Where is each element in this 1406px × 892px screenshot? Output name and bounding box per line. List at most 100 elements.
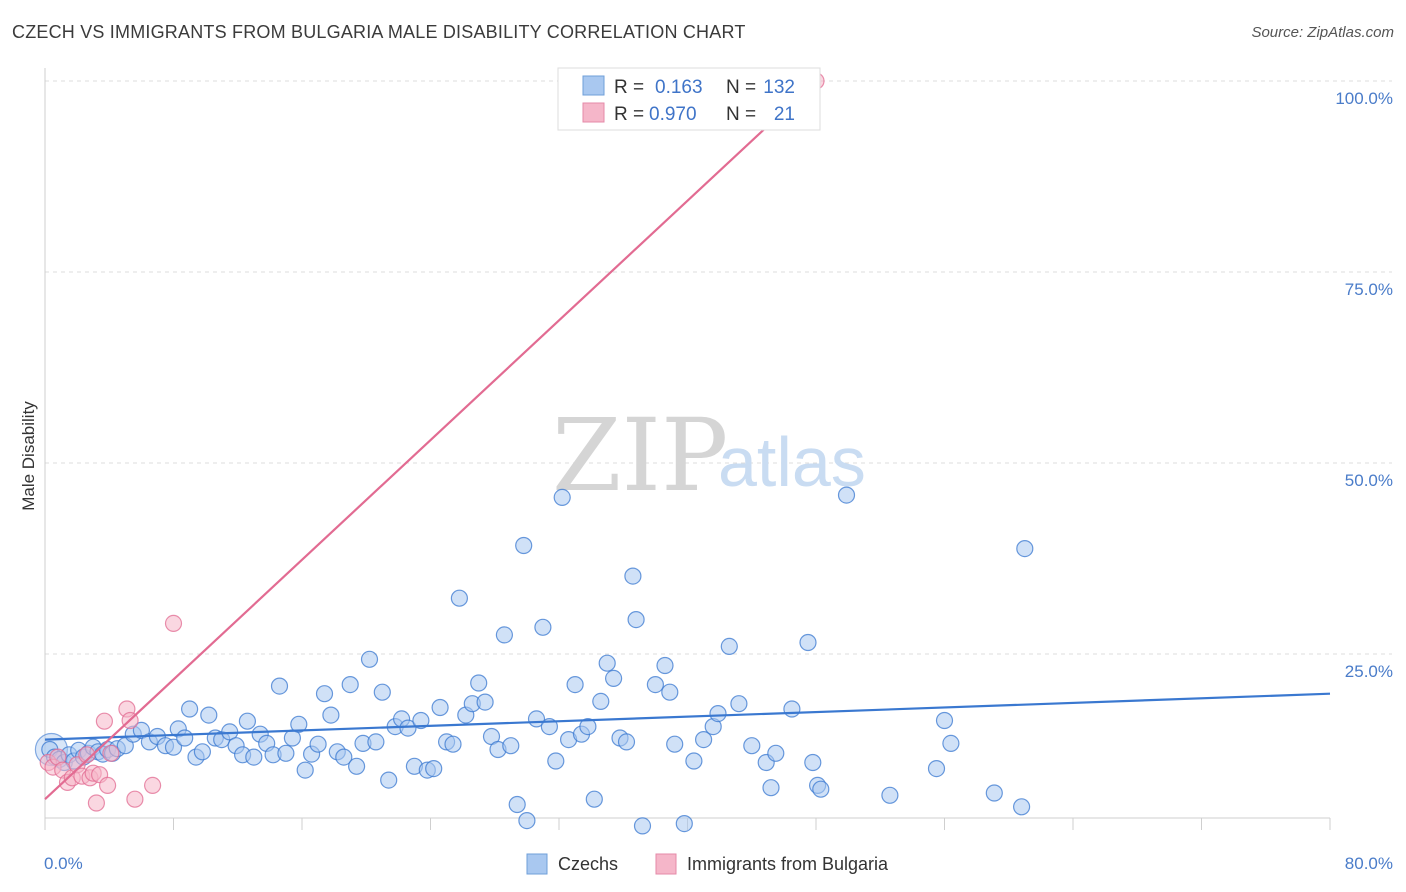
x-tick-label-min: 0.0% xyxy=(44,854,83,873)
legend-r-label-2: R = xyxy=(614,104,644,125)
czechs-point-110 xyxy=(767,744,785,762)
series-legend-label-czechs: Czechs xyxy=(558,854,618,874)
czechs-point-50 xyxy=(348,757,366,775)
czechs-point-74 xyxy=(502,737,520,755)
czechs-point-65 xyxy=(444,735,462,753)
czechs-point-48 xyxy=(335,748,353,766)
czechs-point-52 xyxy=(360,650,379,668)
czechs-point-73 xyxy=(495,626,513,644)
bulgaria-point-14 xyxy=(98,776,117,795)
gridlines xyxy=(45,80,1392,655)
chart-title: CZECH VS IMMIGRANTS FROM BULGARIA MALE D… xyxy=(12,22,746,42)
czechs-point-102 xyxy=(694,730,713,749)
series-legend-label-bulgaria: Immigrants from Bulgaria xyxy=(687,854,889,874)
czechs-point-66 xyxy=(450,589,468,607)
czechs-point-79 xyxy=(534,618,552,636)
legend-r-value-1: 0.163 xyxy=(655,77,703,98)
legend-r-label-1: R = xyxy=(614,77,644,98)
czechs-point-122 xyxy=(1012,798,1031,816)
czechs-point-54 xyxy=(373,683,391,701)
czechs-point-106 xyxy=(730,695,748,713)
czechs-point-38 xyxy=(270,677,289,695)
czechs-point-100 xyxy=(675,814,693,833)
czechs-point-99 xyxy=(666,735,684,753)
czechs-point-93 xyxy=(624,567,642,585)
czechs-point-75 xyxy=(508,795,526,814)
czechs-point-117 xyxy=(881,786,899,804)
x-tick-label-max: 80.0% xyxy=(1345,854,1393,873)
czechs-point-76 xyxy=(515,536,533,555)
czechs-point-62 xyxy=(425,759,443,778)
czechs-point-42 xyxy=(296,761,314,779)
czechs-point-111 xyxy=(783,700,801,718)
czechs-point-33 xyxy=(238,712,256,730)
czechs-trend-line xyxy=(44,692,1331,741)
watermark-zip: ZIP xyxy=(552,397,728,514)
czechs-point-60 xyxy=(412,711,430,730)
czechs-point-45 xyxy=(315,685,334,703)
chart-source: Source: ZipAtlas.com xyxy=(1251,24,1394,41)
czechs-point-123 xyxy=(1016,539,1034,558)
bulgaria-point-13 xyxy=(95,712,114,730)
czechs-point-53 xyxy=(367,733,385,751)
legend-r-value-2: 0.970 xyxy=(649,104,697,125)
czechs-points xyxy=(34,486,1034,835)
czechs-point-70 xyxy=(476,693,494,711)
legend-n-label-2: N = xyxy=(726,104,756,125)
czechs-point-44 xyxy=(309,735,327,753)
legend-n-label-1: N = xyxy=(726,77,756,98)
czechs-point-89 xyxy=(598,654,616,672)
czechs-point-120 xyxy=(942,734,960,753)
czechs-point-98 xyxy=(661,683,679,701)
czechs-point-46 xyxy=(322,706,340,724)
czechs-point-39 xyxy=(277,744,295,762)
trend-lines xyxy=(44,80,1331,801)
czechs-point-41 xyxy=(290,715,308,733)
czechs-point-109 xyxy=(762,779,780,797)
czechs-point-86 xyxy=(579,717,597,736)
czechs-point-84 xyxy=(566,675,584,694)
y-tick-labels: 100.0% 75.0% 50.0% 25.0% xyxy=(1335,89,1393,681)
czechs-point-118 xyxy=(927,759,946,778)
czechs-point-23 xyxy=(176,729,194,747)
y-tick-label-50: 50.0% xyxy=(1345,471,1393,490)
legend-swatch-bulgaria xyxy=(582,102,605,123)
watermark-atlas: atlas xyxy=(718,423,866,501)
czechs-point-92 xyxy=(617,733,636,751)
czechs-point-115 xyxy=(812,780,830,798)
czechs-point-121 xyxy=(985,784,1003,802)
legend-n-value-2: 21 xyxy=(774,104,795,125)
series-legend-swatch-czechs xyxy=(526,853,548,875)
czechs-point-87 xyxy=(585,790,603,808)
czechs-point-112 xyxy=(799,633,817,652)
bulgaria-trend-line xyxy=(44,80,817,801)
czechs-point-27 xyxy=(200,706,218,724)
bulgaria-point-15 xyxy=(102,744,120,762)
stats-legend: R = 0.163 N = 132 R = 0.970 N = 21 xyxy=(557,67,821,131)
czechs-point-116 xyxy=(837,486,856,504)
czechs-point-95 xyxy=(633,817,652,835)
legend-n-value-1: 132 xyxy=(763,77,795,98)
czechs-point-24 xyxy=(181,700,199,718)
czechs-point-113 xyxy=(804,753,822,772)
czechs-point-90 xyxy=(604,669,623,688)
czechs-point-119 xyxy=(935,711,954,730)
czechs-point-81 xyxy=(547,752,565,770)
bulgaria-point-19 xyxy=(144,776,162,795)
czechs-point-88 xyxy=(592,692,610,711)
bulgaria-point-11 xyxy=(87,794,106,812)
czechs-point-69 xyxy=(470,674,488,692)
czechs-point-101 xyxy=(685,752,703,770)
czechs-point-104 xyxy=(709,704,727,723)
y-tick-label-75: 75.0% xyxy=(1345,280,1393,299)
czechs-point-107 xyxy=(743,737,761,755)
czechs-point-58 xyxy=(399,719,417,737)
czechs-point-77 xyxy=(518,811,536,830)
czechs-point-21 xyxy=(164,738,183,756)
series-legend-swatch-bulgaria xyxy=(655,853,677,875)
czechs-point-26 xyxy=(193,743,211,761)
y-tick-label-25: 25.0% xyxy=(1345,662,1393,681)
czechs-point-49 xyxy=(341,675,359,694)
czechs-point-105 xyxy=(720,637,738,656)
